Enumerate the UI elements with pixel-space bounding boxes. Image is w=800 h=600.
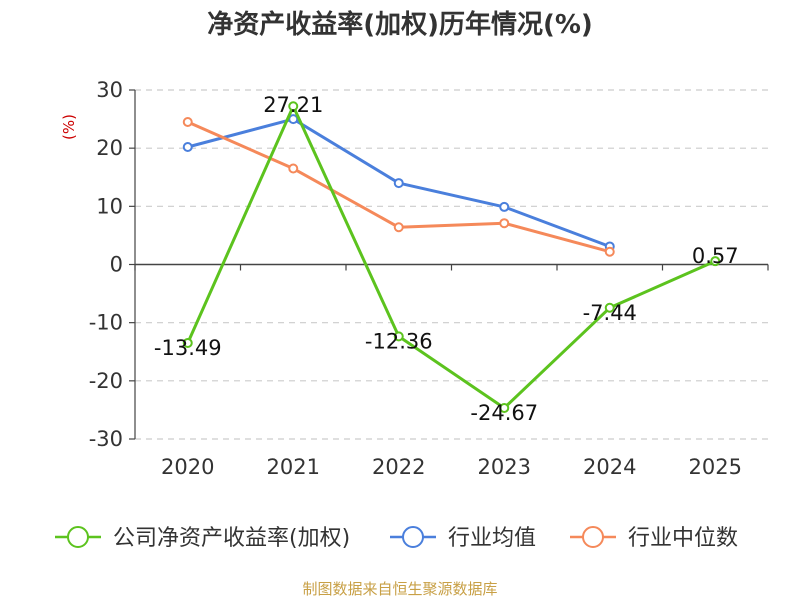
- data-point[interactable]: [182, 116, 193, 127]
- series-0: [182, 101, 721, 413]
- legend-item[interactable]: 行业均值: [390, 526, 536, 551]
- legend-label: 公司净资产收益率(加权): [113, 526, 350, 551]
- legend-circle-marker: [67, 526, 89, 548]
- y-tick-label: 10: [96, 194, 123, 218]
- y-tick-label: -10: [89, 311, 123, 335]
- y-tick-label: 30: [96, 78, 123, 102]
- series-lines: [182, 101, 721, 413]
- legend-circle-marker: [582, 526, 604, 548]
- x-tick-label: 2025: [689, 455, 742, 479]
- y-axis-unit-label: (%): [60, 114, 78, 140]
- data-point[interactable]: [499, 218, 510, 229]
- axes: 30 20 10 0 -10 -20 -30 2020 2021 2022 2023 2024 2025: [89, 78, 769, 479]
- y-tick-label: 20: [96, 136, 123, 160]
- data-point[interactable]: [182, 142, 193, 153]
- x-tick-label: 2023: [478, 455, 531, 479]
- y-tick-label: -20: [89, 369, 123, 393]
- data-label: -13.49: [154, 336, 222, 360]
- data-point[interactable]: [288, 114, 299, 125]
- data-label: -24.67: [470, 401, 538, 425]
- y-tick-label: 0: [110, 253, 123, 277]
- data-point[interactable]: [288, 163, 299, 174]
- data-label: 27.21: [263, 93, 323, 117]
- x-tick-label: 2021: [267, 455, 320, 479]
- data-label: 0.57: [692, 244, 739, 268]
- legend-label: 行业中位数: [628, 526, 738, 551]
- data-point[interactable]: [604, 302, 615, 313]
- x-tick-label: 2024: [583, 455, 636, 479]
- data-point[interactable]: [288, 101, 299, 112]
- chart-title: 净资产收益率(加权)历年情况(%): [207, 9, 593, 40]
- legend-item[interactable]: 公司净资产收益率(加权): [55, 526, 350, 551]
- data-point[interactable]: [393, 222, 404, 233]
- data-point[interactable]: [182, 337, 193, 348]
- legend-label: 行业均值: [448, 526, 536, 551]
- data-point[interactable]: [710, 256, 721, 267]
- series-2: [182, 116, 615, 257]
- data-point[interactable]: [499, 402, 510, 413]
- series-line: [186, 104, 717, 410]
- data-source-note: 制图数据来自恒生聚源数据库: [302, 580, 497, 598]
- data-point[interactable]: [604, 246, 615, 257]
- y-tick-label: -30: [89, 427, 123, 451]
- x-tick-label: 2020: [161, 455, 214, 479]
- x-tick-label: 2022: [372, 455, 425, 479]
- data-point[interactable]: [393, 331, 404, 342]
- legend-circle-marker: [402, 526, 424, 548]
- legend-item[interactable]: 行业中位数: [570, 526, 738, 551]
- data-point[interactable]: [499, 201, 510, 212]
- legend: 公司净资产收益率(加权) 行业均值 行业中位数: [55, 526, 738, 551]
- data-label: -12.36: [365, 329, 433, 353]
- data-label: -7.44: [583, 301, 637, 325]
- data-labels: -13.49 27.21 -12.36 -24.67 -7.44 0.57: [154, 93, 739, 425]
- data-point[interactable]: [393, 178, 404, 189]
